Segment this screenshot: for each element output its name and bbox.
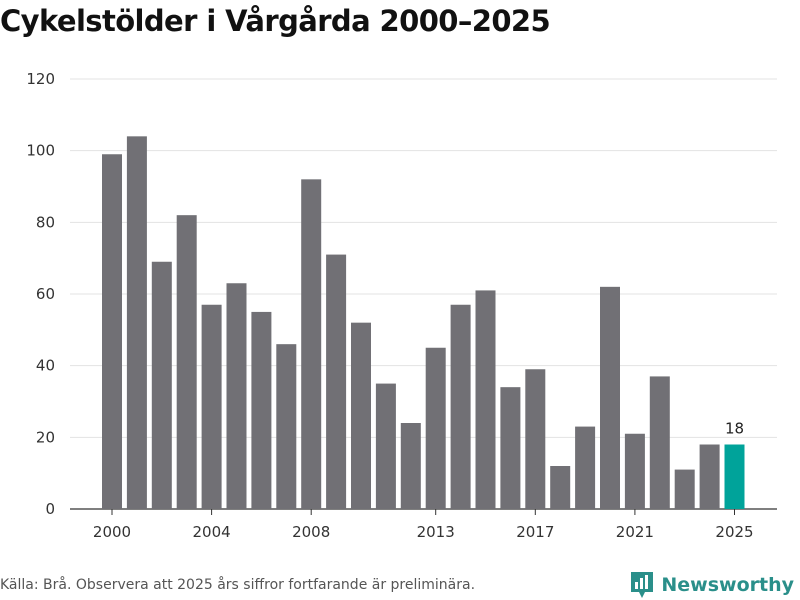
x-tick-label: 2000	[93, 523, 131, 541]
bars	[102, 136, 745, 510]
brand-name: Newsworthy	[661, 574, 794, 596]
y-axis-ticks: 0 20 40 60 80 100 120	[26, 70, 55, 518]
y-tick-label: 120	[26, 70, 55, 88]
bar-2011	[375, 383, 396, 509]
y-tick-label: 20	[36, 428, 55, 446]
x-tick-label: 2004	[193, 523, 231, 541]
x-tick-label: 2017	[516, 523, 554, 541]
bar-2000	[102, 154, 122, 509]
y-tick-label: 100	[26, 142, 55, 160]
bar-2014	[450, 304, 471, 509]
bar-2005	[226, 283, 247, 509]
x-tick-label: 2013	[417, 523, 455, 541]
bar-2016	[500, 387, 521, 509]
y-tick-label: 80	[36, 213, 55, 231]
data-labels: 18	[725, 420, 744, 438]
bar-2018	[550, 466, 571, 509]
y-tick-label: 40	[36, 357, 55, 375]
bar-2012	[400, 423, 421, 509]
bar-2022	[649, 376, 670, 509]
bar-2020	[600, 286, 620, 509]
chart-title: Cykelstölder i Vårgårda 2000–2025	[0, 4, 551, 38]
bar-2024	[699, 444, 720, 509]
bar-2010	[351, 322, 371, 509]
source-note: Källa: Brå. Observera att 2025 års siffr…	[0, 577, 476, 593]
bar-2001	[126, 136, 147, 510]
bar-2004	[201, 304, 222, 509]
bar-2007	[276, 344, 297, 509]
x-tick-label: 2008	[292, 523, 330, 541]
x-tick-label: 2025	[715, 523, 753, 541]
bar-2017	[525, 369, 546, 509]
bar-2021	[624, 433, 645, 509]
bar-2008	[301, 179, 322, 510]
data-label: 18	[725, 420, 744, 438]
bar-2023	[674, 469, 695, 509]
bar-2009	[326, 254, 347, 509]
x-axis-ticks: 2000 2004 2008 2013 2017 2021 2025	[93, 509, 754, 541]
y-tick-label: 0	[45, 500, 55, 518]
y-tick-label: 60	[36, 285, 55, 303]
bar-2019	[575, 426, 596, 509]
bar-2015	[475, 290, 496, 509]
newsworthy-logo-icon	[631, 572, 654, 598]
bar-2013	[425, 347, 446, 509]
bar-2025	[724, 444, 745, 509]
bar-2003	[176, 215, 197, 509]
bar-2002	[151, 261, 172, 509]
brand-logo: Newsworthy	[629, 570, 794, 600]
gridlines	[70, 78, 777, 510]
x-tick-label: 2021	[616, 523, 654, 541]
bar-2006	[251, 311, 272, 509]
